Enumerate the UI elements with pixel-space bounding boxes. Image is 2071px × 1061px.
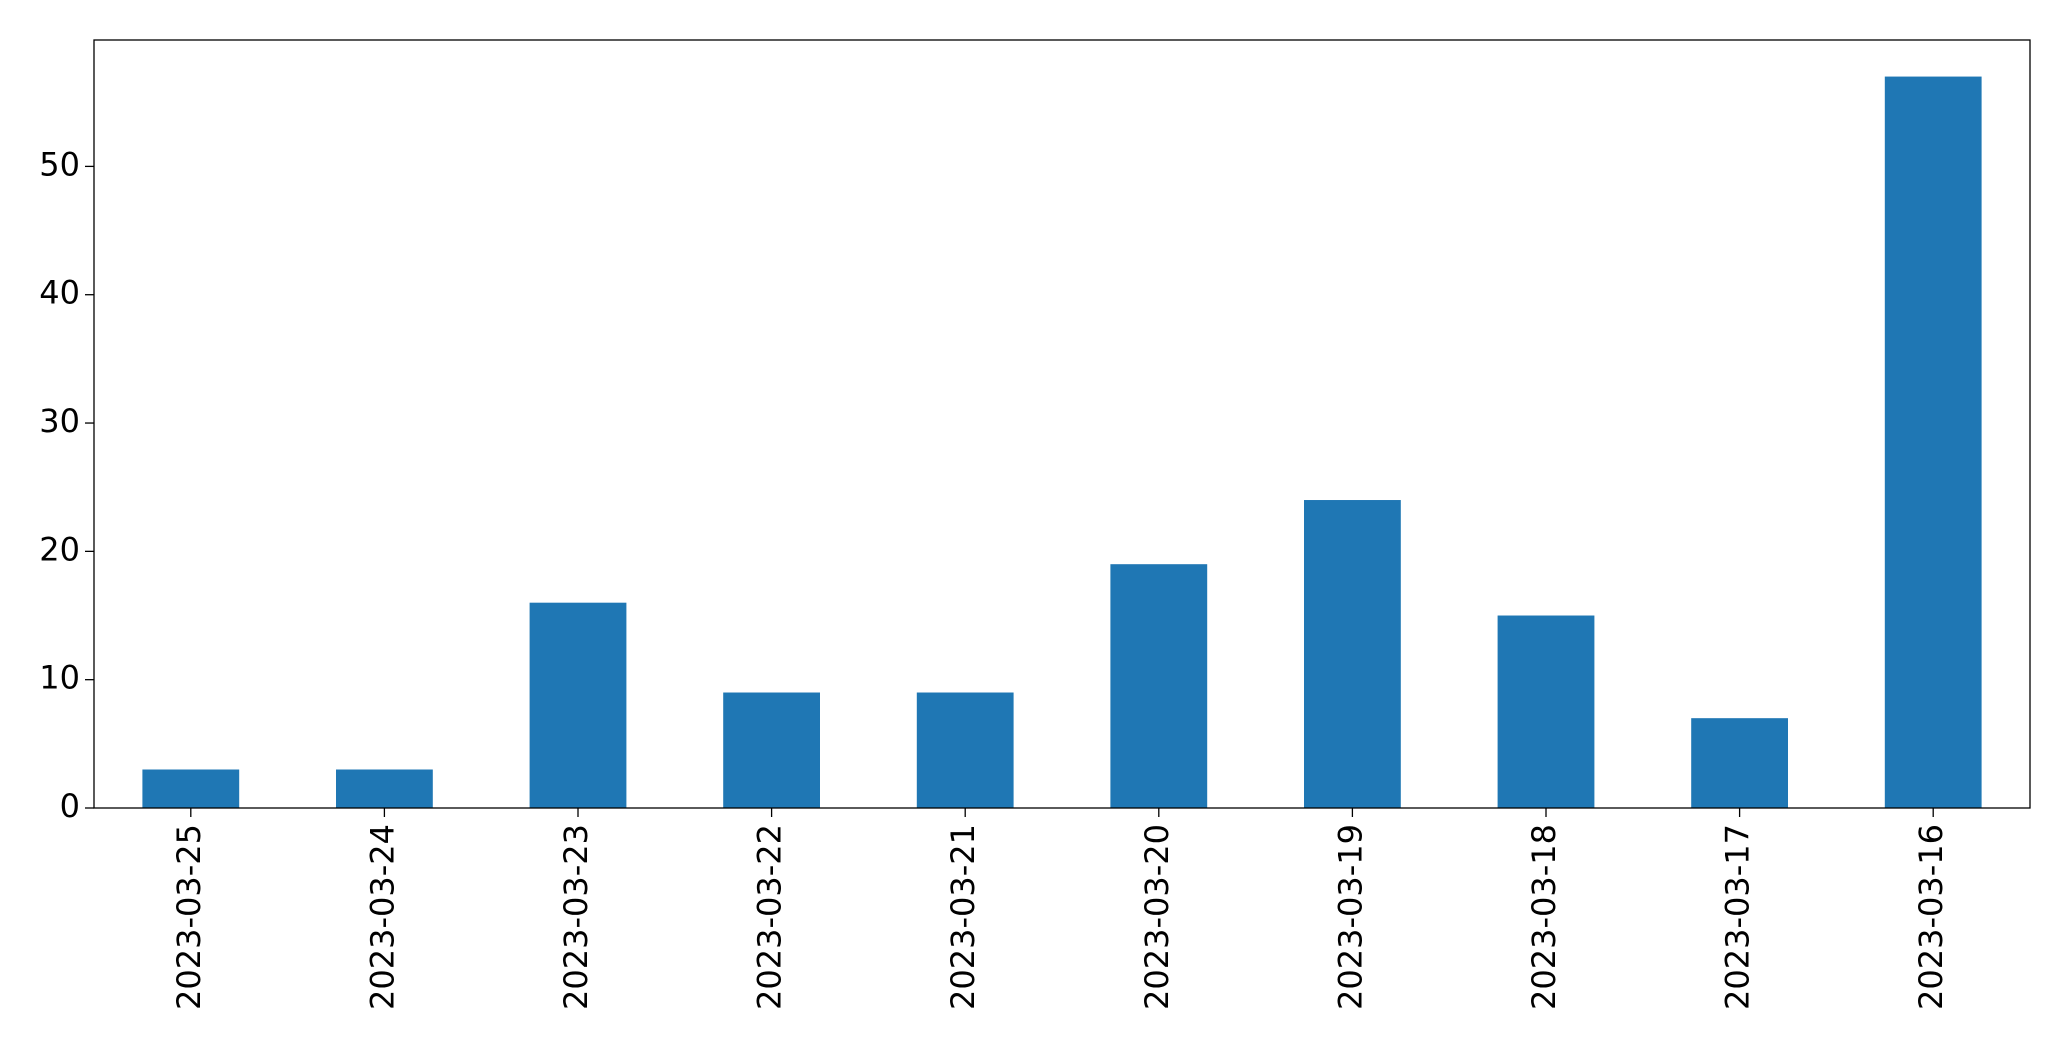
y-tick-label: 30 <box>39 402 80 440</box>
bar <box>1304 500 1401 808</box>
plot-frame <box>93 39 2031 809</box>
x-tick-label: 2023-03-24 <box>363 824 401 1010</box>
x-tick-label: 2023-03-22 <box>751 824 789 1010</box>
bar <box>1691 718 1788 808</box>
bar <box>336 769 433 808</box>
x-tick-label: 2023-03-25 <box>170 824 208 1010</box>
bar <box>1110 564 1208 808</box>
y-tick-label: 0 <box>60 787 80 825</box>
x-tick-label: 2023-03-23 <box>557 824 595 1010</box>
bar <box>916 692 1014 808</box>
bar <box>142 769 240 808</box>
bar <box>723 692 820 808</box>
x-tick-label: 2023-03-19 <box>1331 824 1369 1010</box>
bar <box>1497 615 1595 808</box>
bar <box>529 602 627 808</box>
x-tick-label: 2023-03-21 <box>944 824 982 1010</box>
y-tick-label: 50 <box>39 145 80 183</box>
y-tick-label: 10 <box>39 659 80 697</box>
x-tick-label: 2023-03-20 <box>1138 824 1176 1010</box>
y-tick-label: 20 <box>39 530 80 568</box>
x-tick-label: 2023-03-17 <box>1719 824 1757 1010</box>
x-tick-label: 2023-03-16 <box>1912 824 1950 1010</box>
x-tick-label: 2023-03-18 <box>1525 824 1563 1010</box>
y-tick-label: 40 <box>39 274 80 312</box>
bar <box>1884 76 1982 809</box>
